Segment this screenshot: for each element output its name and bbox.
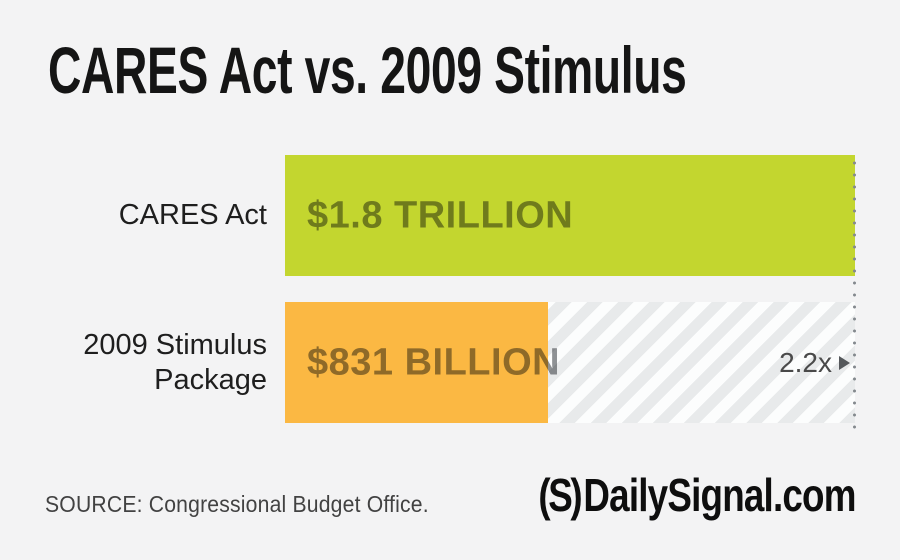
bar-label-2009-stimulus: 2009 Stimulus Package <box>83 329 267 396</box>
source-note: SOURCE: Congressional Budget Office. <box>45 491 429 517</box>
bar-2009-stimulus <box>285 302 549 423</box>
page-title: CARES Act vs. 2009 Stimulus <box>48 33 687 107</box>
bar-row-cares-act: $1.8 TRILLION <box>285 155 855 276</box>
bar-cares-act <box>285 155 855 276</box>
bar-label-cares-act: CARES Act <box>118 199 267 231</box>
brand-mark-s-icon: (S) <box>538 469 583 521</box>
arrow-right-icon <box>839 355 850 370</box>
multiplier-annotation: 2.2x <box>779 347 850 379</box>
bar-row-2009-stimulus: $831 BILLION 2.2x <box>285 302 855 423</box>
value-label-cares-act: $1.8 TRILLION <box>307 194 574 236</box>
multiplier-text: 2.2x <box>779 346 832 378</box>
brand-logo: (S)DailySignal.com <box>538 469 857 521</box>
dotted-reference-line <box>852 157 857 429</box>
brand-name: DailySignal.com <box>583 469 857 521</box>
value-label-2009-stimulus: $831 BILLION <box>307 341 561 383</box>
